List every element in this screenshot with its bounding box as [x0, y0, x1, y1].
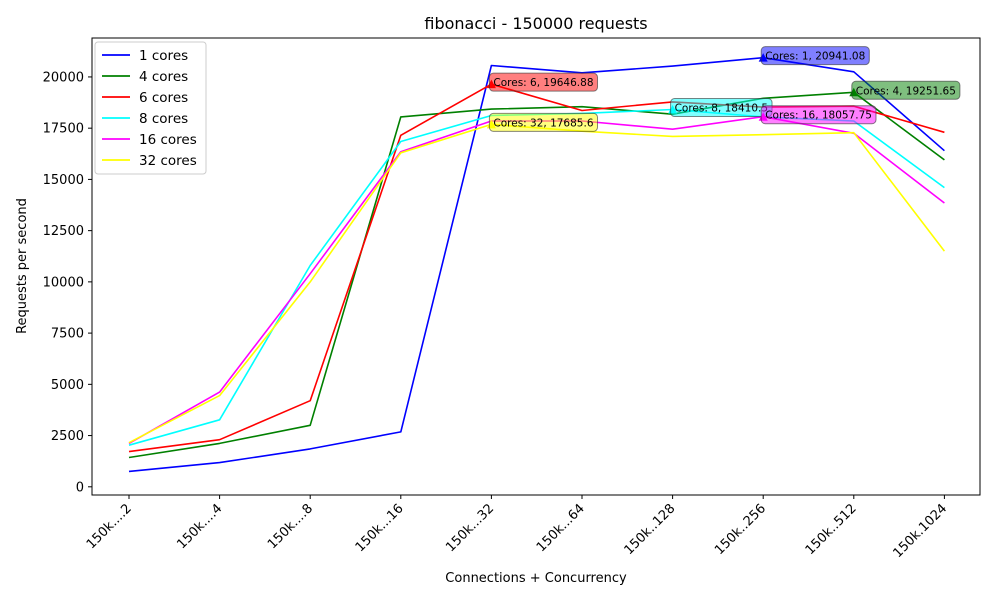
annotation-label: Cores: 6, 19646.88 [488, 72, 599, 92]
legend-label: 32 cores [139, 153, 197, 169]
legend-label: 16 cores [139, 132, 197, 148]
x-axis-title: Connections + Concurrency [445, 571, 627, 586]
y-tick-label: 15000 [43, 173, 84, 188]
y-axis-title: Requests per second [15, 198, 30, 334]
y-tick-label: 7500 [51, 327, 84, 342]
legend-label: 6 cores [139, 90, 188, 106]
legend-label: 4 cores [139, 69, 188, 85]
y-tick-label: 0 [76, 480, 84, 495]
svg-text:Cores: 32, 17685.6: Cores: 32, 17685.6 [493, 117, 593, 129]
y-tick-label: 20000 [43, 70, 84, 85]
annotation-label: Cores: 8, 18410.5 [670, 98, 773, 118]
y-tick-label: 2500 [51, 429, 84, 444]
annotation-label: Cores: 1, 20941.08 [760, 46, 870, 66]
y-tick-label: 10000 [43, 275, 84, 290]
legend-label: 8 cores [139, 111, 188, 127]
svg-text:Cores: 1, 20941.08: Cores: 1, 20941.08 [765, 51, 865, 63]
annotation-label: Cores: 16, 18057.75 [760, 105, 877, 125]
series-line-2 [128, 91, 945, 459]
plot-area [91, 37, 981, 496]
chart-title: fibonacci - 150000 requests [424, 14, 647, 33]
legend [94, 41, 207, 175]
svg-text:Cores: 6, 19646.88: Cores: 6, 19646.88 [493, 77, 593, 89]
svg-text:Cores: 4, 19251.65: Cores: 4, 19251.65 [856, 85, 956, 97]
y-tick-label: 17500 [43, 122, 84, 137]
y-tick-label: 12500 [43, 224, 84, 239]
annotation-label: Cores: 32, 17685.6 [488, 112, 599, 132]
y-tick-label: 5000 [51, 378, 84, 393]
annotation-label: Cores: 4, 19251.65 [851, 80, 961, 100]
legend-label: 1 cores [139, 48, 188, 64]
svg-text:Cores: 8, 18410.5: Cores: 8, 18410.5 [675, 103, 768, 115]
svg-text:Cores: 16, 18057.75: Cores: 16, 18057.75 [765, 110, 872, 122]
